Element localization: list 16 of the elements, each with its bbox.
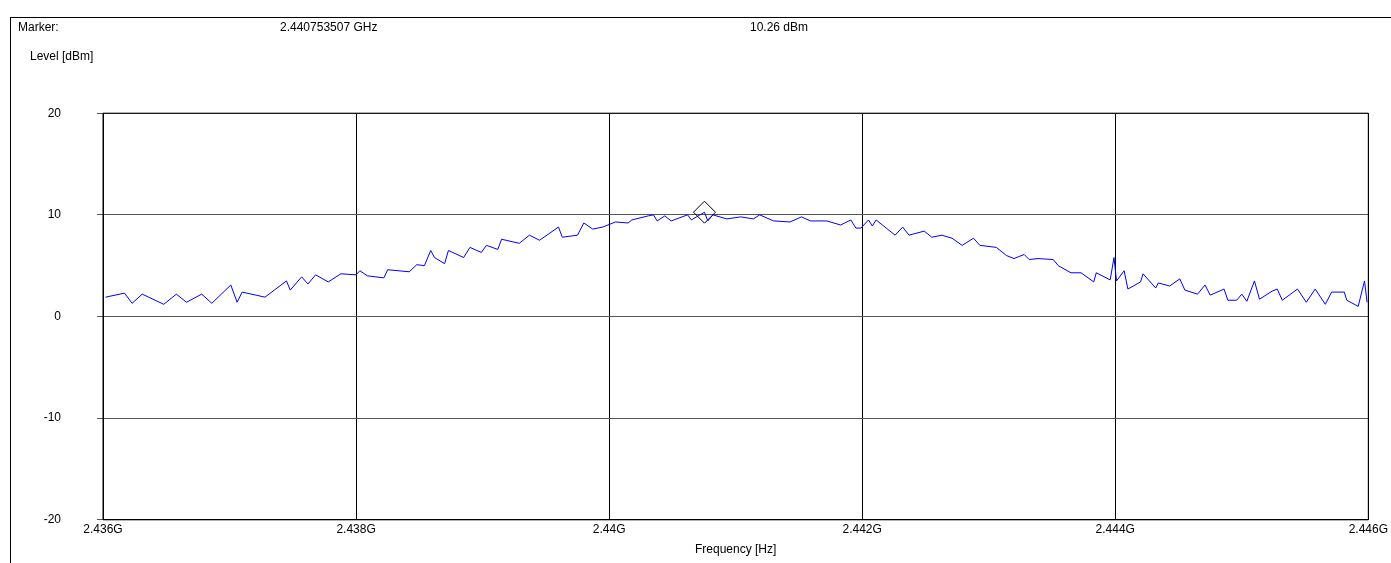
y-tick-label: 10 [47,207,62,222]
text: 2.440753507 GHz [280,20,378,34]
x-tick-label: 2.442G [842,522,882,537]
x-tick-label: 2.444G [1095,522,1135,537]
x-tick-label: 2.438G [336,522,376,537]
text: 10.26 dBm [750,20,809,34]
text: Marker: [18,20,59,34]
y-tick-label: -20 [43,512,62,527]
x-tick-label: 2.436G [83,522,123,537]
y-tick-label: -10 [43,410,62,425]
x-tick-label: 2.44G [592,522,626,537]
y-axis-title: Level [dBm] [30,49,94,63]
x-tick-label: 2.446G [1348,522,1389,537]
x-axis-title: Frequency [Hz] [694,541,777,556]
y-tick-label: 0 [54,308,62,323]
y-tick-label: 20 [47,105,62,120]
